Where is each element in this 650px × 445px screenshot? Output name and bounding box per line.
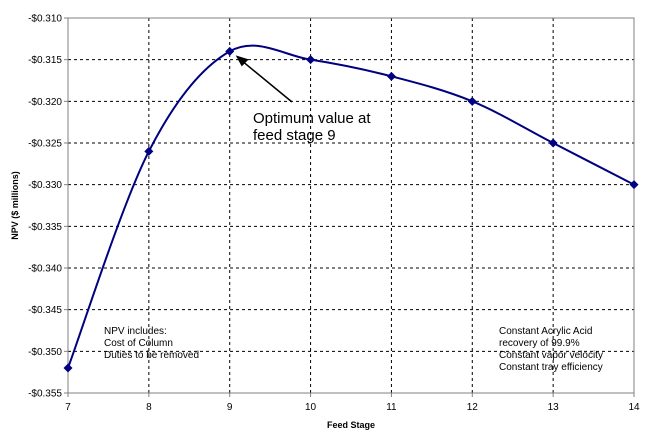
data-point-marker (225, 46, 235, 56)
x-tick-label: 10 (305, 402, 317, 413)
y-tick-label: -$0.330 (28, 180, 62, 191)
y-tick-label: -$0.325 (28, 139, 62, 150)
callout-text-line: Optimum value at (253, 110, 371, 127)
data-point-marker (386, 71, 396, 81)
y-tick-label: -$0.355 (28, 389, 62, 400)
note-right-line: Constant tray efficiency (499, 362, 603, 373)
grid-lines (68, 18, 634, 393)
note-left-line: Cost of Column (104, 338, 173, 349)
x-tick-label: 9 (227, 402, 233, 413)
note-right-line: Constant Acrylic Acid (499, 326, 592, 337)
data-point-marker (467, 96, 477, 106)
plot-frame (67, 17, 635, 394)
npv-series-line (67, 44, 635, 369)
data-point-marker (629, 180, 639, 190)
note-left-line: NPV includes: (104, 326, 167, 337)
y-tick-label: -$0.340 (28, 264, 62, 275)
x-tick-label: 12 (467, 402, 479, 413)
y-tick-label: -$0.345 (28, 305, 62, 316)
y-axis-title: NPV ($ millions) (10, 171, 20, 240)
y-tick-label: -$0.320 (28, 97, 62, 108)
x-tick-label: 8 (146, 402, 152, 413)
data-point-marker (548, 138, 558, 148)
note-left-line: Duties to be removed (104, 350, 199, 361)
x-axis-ticks: 7 8 9 10 11 12 13 14 (65, 393, 640, 413)
plot-area (68, 18, 634, 393)
x-tick-label: 14 (628, 402, 640, 413)
x-tick-label: 13 (548, 402, 560, 413)
y-tick-label: -$0.350 (28, 347, 62, 358)
callout-arrowhead (235, 55, 249, 67)
y-axis-ticks: -$0.310 -$0.315 -$0.320 -$0.325 -$0.330 -$0.3… (28, 14, 68, 400)
callout-text-line: feed stage 9 (253, 127, 336, 144)
x-tick-label: 11 (386, 402, 397, 413)
x-tick-label: 7 (65, 402, 71, 413)
callout-arrow-line (243, 61, 293, 103)
x-axis-title: Feed Stage (327, 420, 375, 430)
data-point-marker (63, 363, 73, 373)
note-right-line: recovery of 99.9% (499, 338, 580, 349)
note-right-line: Constant vapor velocity (499, 350, 603, 361)
y-tick-label: -$0.310 (28, 14, 62, 25)
npv-series-markers (63, 46, 639, 373)
data-point-marker (144, 146, 154, 156)
y-tick-label: -$0.335 (28, 222, 62, 233)
y-tick-label: -$0.315 (28, 55, 62, 66)
data-point-marker (306, 55, 316, 65)
